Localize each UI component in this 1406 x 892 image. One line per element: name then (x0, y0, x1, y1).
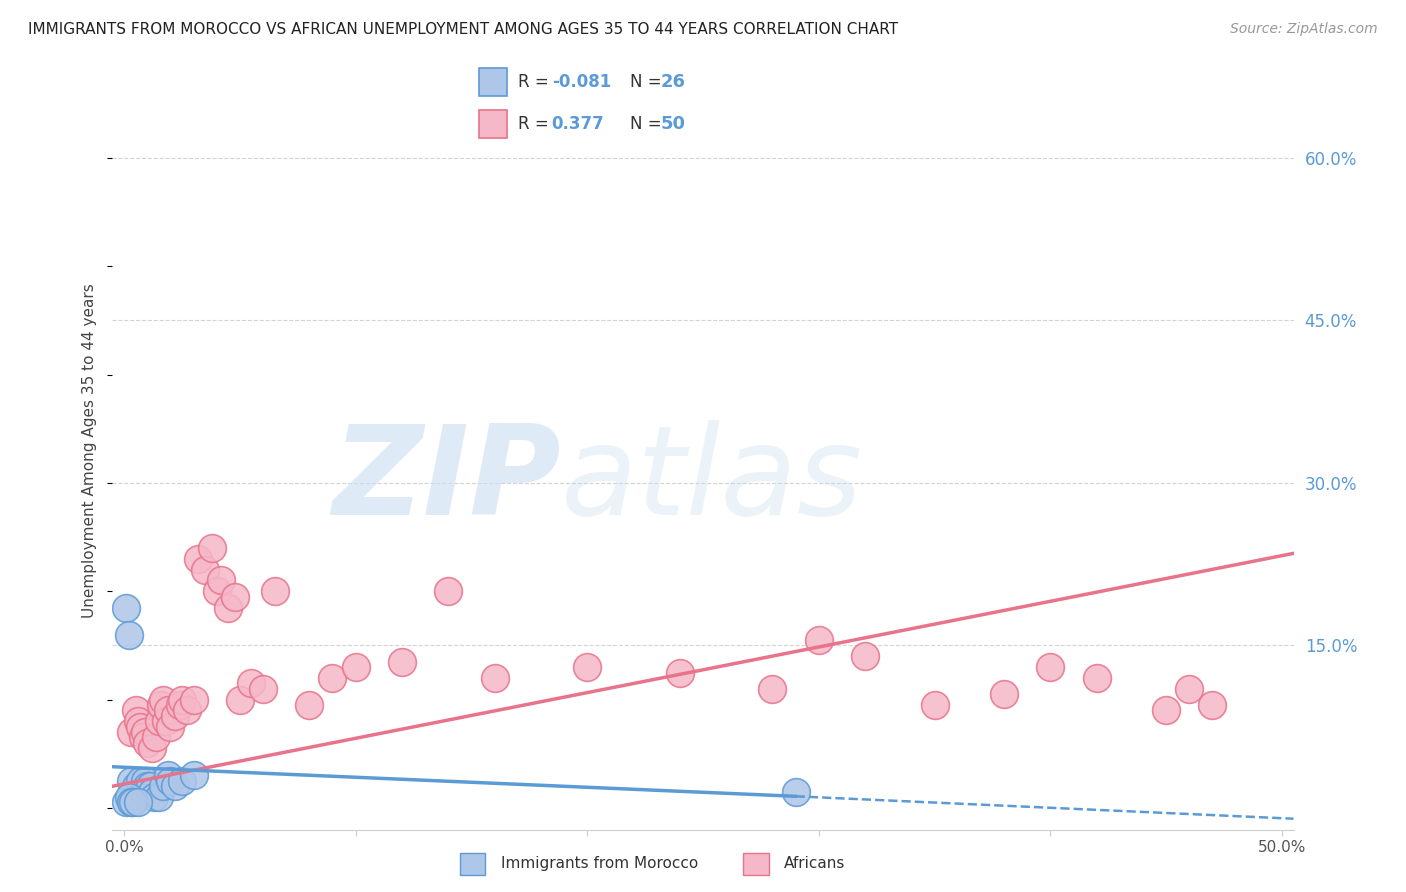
Point (120, 773, 142, 788)
Point (124, 779, 146, 793)
Point (761, 681, 783, 696)
Point (141, 785, 163, 799)
Point (924, 698, 946, 712)
Point (122, 790, 145, 805)
Point (785, 785, 807, 799)
Point (120, 725, 142, 739)
Bar (479, 68, 508, 96)
Point (1178, 681, 1201, 696)
Point (122, 796, 145, 810)
Point (127, 714, 149, 729)
Point (1154, 703, 1177, 717)
Text: IMMIGRANTS FROM MOROCCO VS AFRICAN UNEMPLOYMENT AMONG AGES 35 TO 44 YEARS CORREL: IMMIGRANTS FROM MOROCCO VS AFRICAN UNEMP… (28, 22, 898, 37)
Point (152, 692, 174, 706)
Point (127, 790, 149, 805)
Point (437, 584, 460, 599)
Point (134, 773, 156, 788)
Point (993, 687, 1015, 701)
Point (145, 731, 167, 745)
Point (194, 563, 217, 577)
Text: Africans: Africans (785, 855, 845, 871)
Point (143, 790, 166, 805)
Point (157, 768, 180, 782)
Point (118, 790, 141, 805)
Bar (460, 853, 485, 875)
Point (115, 796, 138, 810)
Point (1201, 698, 1223, 712)
Text: R =: R = (517, 115, 560, 133)
Point (252, 681, 274, 696)
Point (131, 785, 153, 799)
Point (159, 773, 181, 788)
Point (201, 541, 224, 555)
Point (131, 731, 153, 745)
Bar (479, 110, 508, 138)
Text: 50: 50 (661, 115, 686, 133)
Point (129, 773, 152, 788)
Text: Source: ZipAtlas.com: Source: ZipAtlas.com (1230, 22, 1378, 37)
Point (118, 627, 141, 641)
Bar (744, 853, 769, 875)
Text: N =: N = (630, 73, 666, 91)
Point (138, 779, 160, 793)
Point (115, 600, 138, 615)
Point (176, 703, 198, 717)
Text: -0.081: -0.081 (551, 73, 610, 91)
Point (170, 773, 193, 788)
Point (148, 714, 170, 729)
Point (391, 655, 413, 669)
Point (157, 703, 180, 717)
Text: R =: R = (517, 73, 554, 91)
Point (120, 796, 142, 810)
Y-axis label: Unemployment Among Ages 35 to 44 years: Unemployment Among Ages 35 to 44 years (82, 283, 97, 618)
Point (183, 768, 205, 782)
Point (129, 720, 152, 734)
Point (321, 671, 343, 685)
Text: N =: N = (630, 115, 666, 133)
Text: 0.377: 0.377 (551, 115, 605, 133)
Point (1085, 671, 1108, 685)
Point (124, 703, 146, 717)
Point (134, 725, 156, 739)
Point (152, 779, 174, 793)
Point (224, 590, 246, 604)
Point (150, 698, 173, 712)
Point (187, 551, 209, 566)
Point (807, 633, 830, 648)
Text: Immigrants from Morocco: Immigrants from Morocco (501, 855, 697, 871)
Point (209, 574, 232, 588)
Text: atlas: atlas (561, 420, 863, 541)
Point (240, 676, 263, 690)
Point (484, 671, 506, 685)
Text: ZIP: ZIP (333, 420, 561, 541)
Point (853, 649, 876, 664)
Point (169, 698, 191, 712)
Point (159, 720, 181, 734)
Point (148, 790, 170, 805)
Point (344, 660, 367, 674)
Text: 26: 26 (661, 73, 686, 91)
Point (576, 660, 599, 674)
Point (163, 779, 186, 793)
Point (263, 584, 285, 599)
Point (229, 692, 252, 706)
Point (127, 796, 149, 810)
Point (163, 708, 186, 723)
Point (669, 665, 692, 680)
Point (136, 779, 159, 793)
Point (217, 600, 239, 615)
Point (141, 741, 163, 756)
Point (170, 692, 193, 706)
Point (1039, 660, 1062, 674)
Point (183, 692, 205, 706)
Point (298, 698, 321, 712)
Point (136, 736, 159, 750)
Point (155, 714, 177, 729)
Point (205, 584, 228, 599)
